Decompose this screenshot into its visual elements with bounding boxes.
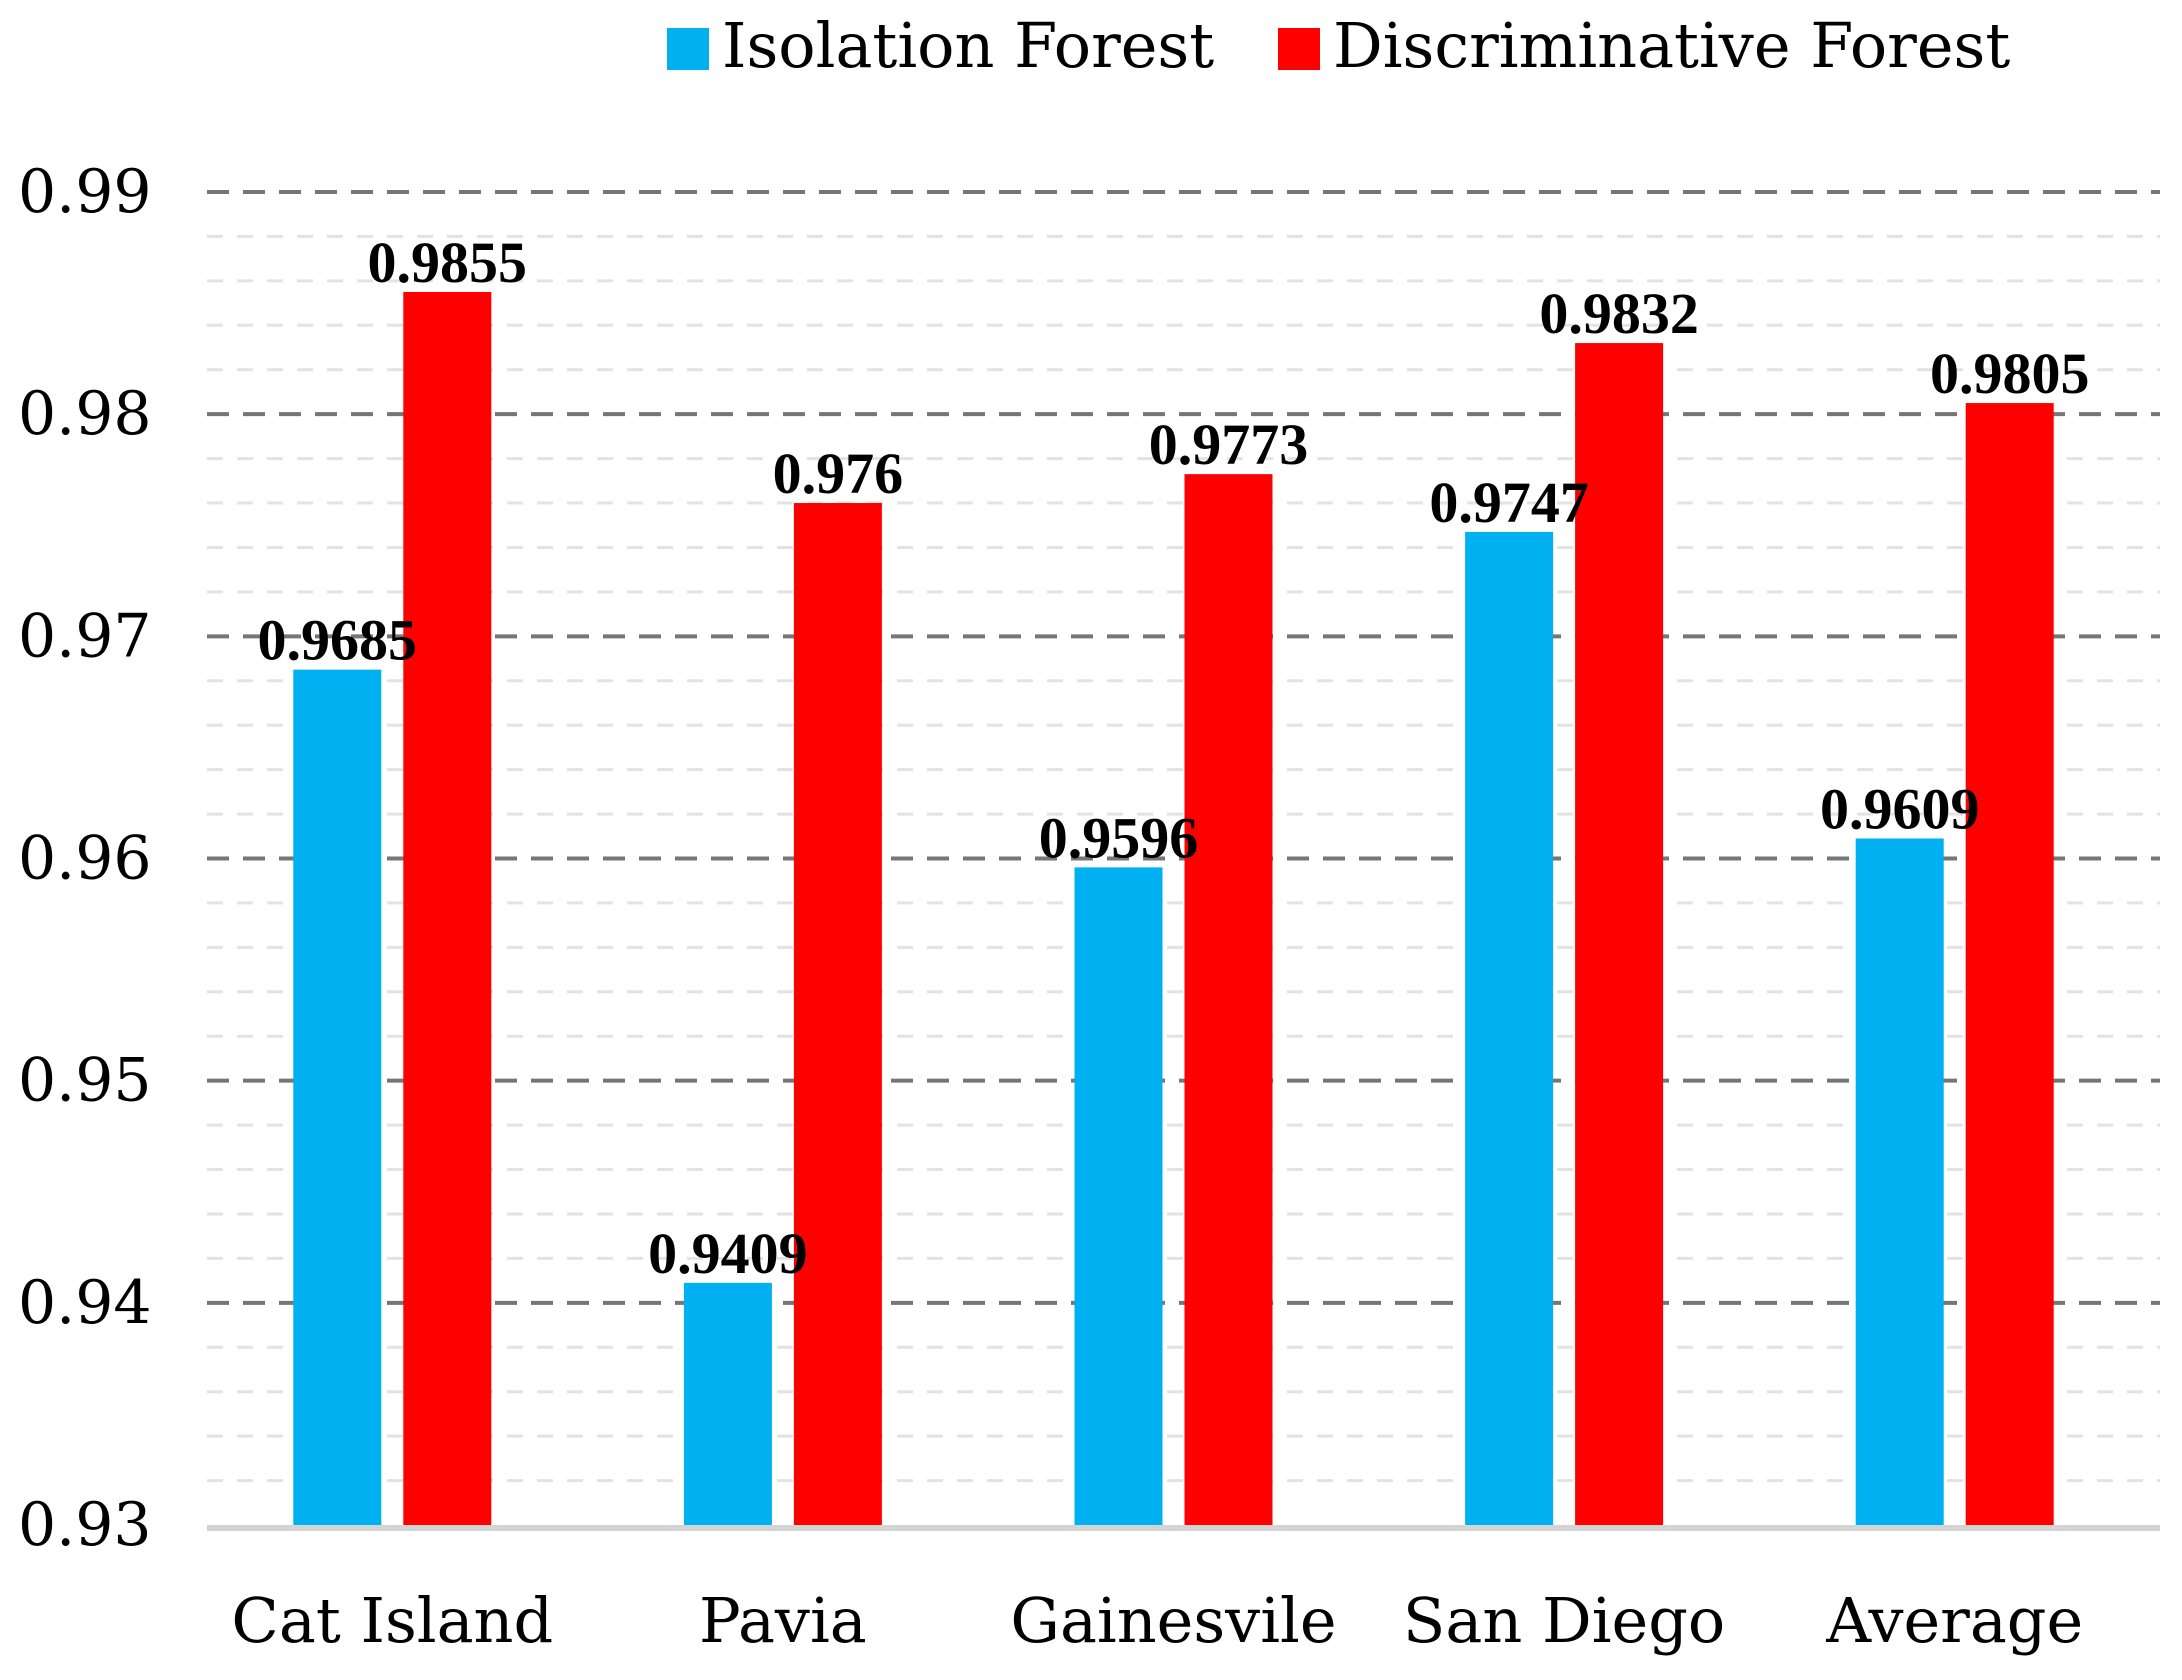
- y-tick-label: 0.93: [18, 1490, 152, 1560]
- bar-isolation-forest-san-diego: [1465, 531, 1554, 1525]
- y-tick-label: 0.96: [18, 824, 152, 894]
- x-category-label: Pavia: [699, 1584, 867, 1657]
- data-label: 0.9855: [368, 230, 528, 295]
- bar-isolation-forest-cat-island: [293, 669, 382, 1525]
- legend-label: Discriminative Forest: [1333, 9, 2010, 82]
- data-label: 0.9409: [648, 1221, 808, 1286]
- data-label: 0.9805: [1930, 341, 2090, 406]
- bar-isolation-forest-gainesvile: [1074, 867, 1163, 1525]
- data-label: 0.9596: [1039, 805, 1199, 870]
- major-gridlines: [207, 190, 2160, 1305]
- data-label: 0.9773: [1149, 412, 1309, 477]
- legend-swatch: [667, 28, 709, 70]
- bar-discriminative-forest-pavia: [793, 503, 882, 1525]
- legend: Isolation Forest Discriminative Forest: [667, 9, 2010, 82]
- x-category-label: San Diego: [1403, 1584, 1725, 1657]
- legend-label: Isolation Forest: [722, 9, 1214, 82]
- bar-discriminative-forest-gainesvile: [1184, 474, 1273, 1526]
- y-tick-label: 0.94: [18, 1268, 152, 1338]
- bars: [293, 291, 2054, 1526]
- y-tick-label: 0.99: [18, 157, 152, 227]
- data-label: 0.9832: [1539, 281, 1699, 346]
- data-label: 0.976: [773, 441, 904, 506]
- legend-swatch: [1278, 28, 1320, 70]
- bar-discriminative-forest-san-diego: [1575, 343, 1664, 1525]
- y-axis-ticks: 0.93 0.94 0.95 0.96 0.97 0.98 0.99: [18, 157, 152, 1560]
- bar-discriminative-forest-cat-island: [403, 291, 492, 1526]
- data-label: 0.9685: [258, 608, 418, 673]
- data-label: 0.9747: [1429, 470, 1589, 535]
- x-category-label: Average: [1825, 1584, 2083, 1657]
- minor-gridlines: [207, 234, 2160, 1483]
- bar-discriminative-forest-average: [1965, 403, 2054, 1525]
- y-tick-label: 0.97: [18, 601, 152, 671]
- data-labels: 0.9685 0.9855 0.9409 0.976 0.9596 0.9773 0.974…: [258, 230, 2090, 1286]
- x-axis-labels: Cat Island Pavia Gainesvile San Diego Averag…: [231, 1584, 2083, 1657]
- y-tick-label: 0.95: [18, 1046, 152, 1116]
- x-category-label: Gainesvile: [1010, 1584, 1336, 1657]
- data-label: 0.9609: [1820, 777, 1980, 842]
- x-category-label: Cat Island: [231, 1584, 553, 1657]
- bar-isolation-forest-average: [1855, 838, 1944, 1525]
- bar-isolation-forest-pavia: [683, 1282, 772, 1525]
- y-tick-label: 0.98: [18, 379, 152, 449]
